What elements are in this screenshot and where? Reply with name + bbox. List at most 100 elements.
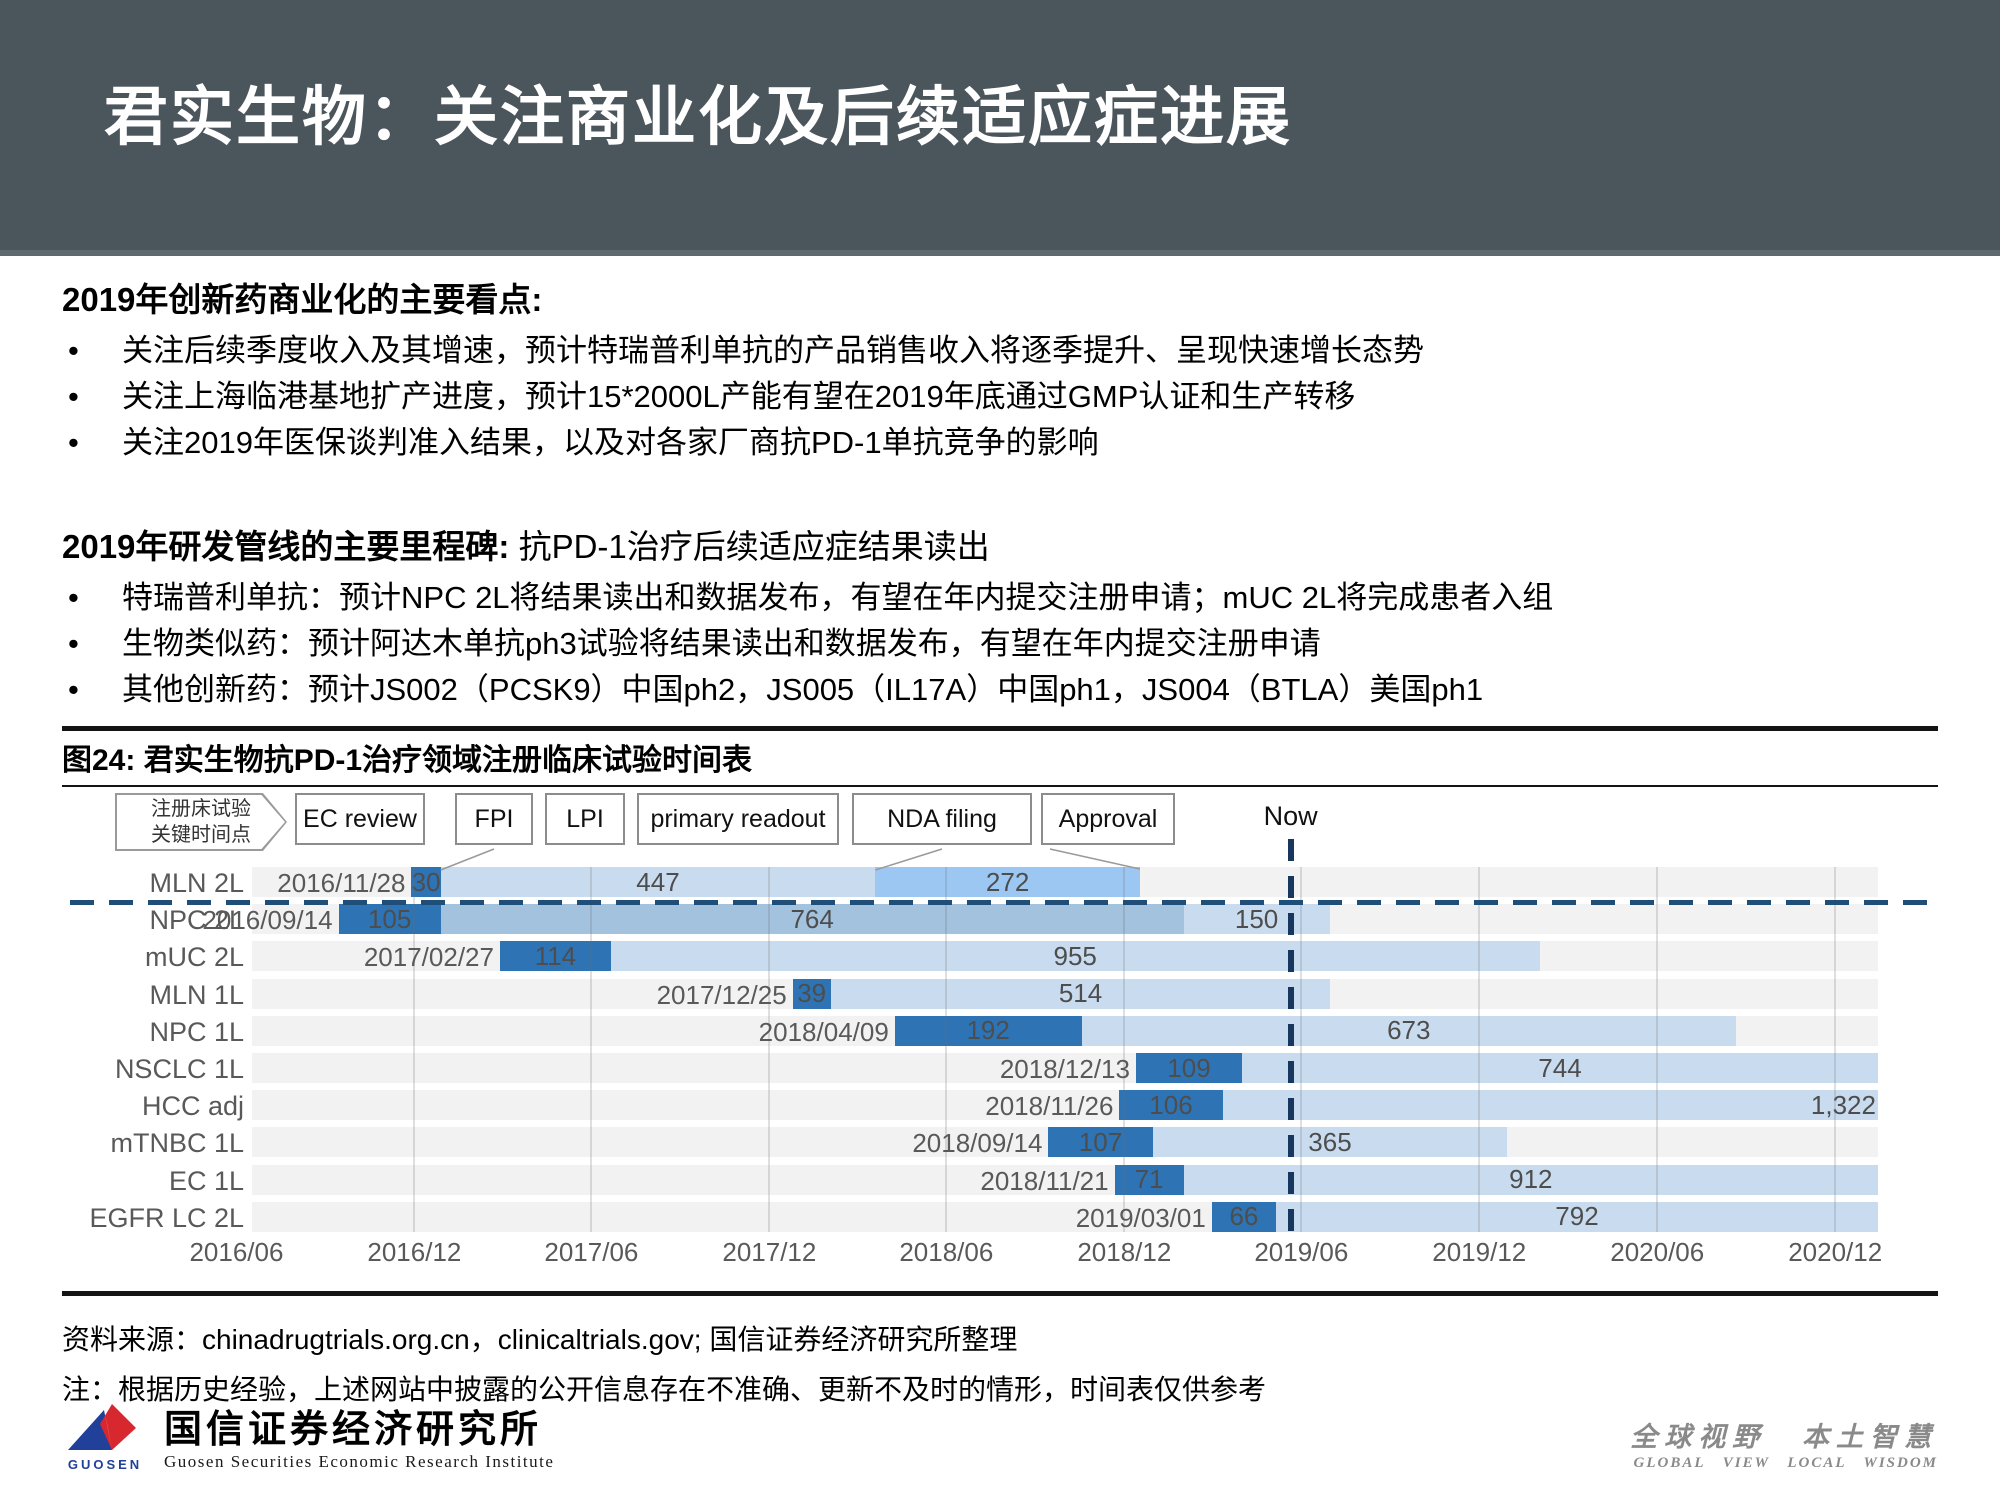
note-line: 注：根据历史经验，上述网站中披露的公开信息存在不准确、更新不及时的情形，时间表仅… bbox=[62, 1374, 1267, 1405]
divider-chart-bottom bbox=[62, 1291, 1938, 1296]
leader-line bbox=[1049, 848, 1141, 870]
section-heading: 2019年研发管线的主要里程碑: 抗PD-1治疗后续适应症结果读出 bbox=[62, 523, 1938, 571]
axis-tick-label: 2018/12 bbox=[1077, 1237, 1172, 1267]
axis-tick-label: 2019/12 bbox=[1432, 1237, 1527, 1267]
gridline bbox=[590, 867, 593, 1232]
row-label: MLN 1L bbox=[149, 979, 244, 1010]
slogan-en: GLOBAL VIEW LOCAL WISDOM bbox=[1633, 1455, 1938, 1471]
bar-segment-bright: 272 bbox=[875, 867, 1140, 897]
gridline bbox=[1834, 867, 1837, 1232]
row-start-date: 2018/09/14 bbox=[912, 1128, 1043, 1159]
bullet-item: 其他创新药：预计JS002（PCSK9）中国ph2，JS005（IL17A）中国… bbox=[62, 667, 1938, 712]
section-pipeline: 2019年研发管线的主要里程碑: 抗PD-1治疗后续适应症结果读出 特瑞普利单抗… bbox=[62, 523, 1938, 712]
legend-tag-line1: 注册床试验 bbox=[151, 798, 251, 820]
bullet-list: 特瑞普利单抗：预计NPC 2L将结果读出和数据发布，有望在年内提交注册申请；mU… bbox=[62, 575, 1938, 712]
row-label: HCC adj bbox=[141, 1091, 244, 1122]
source-line: 资料来源：chinadrugtrials.org.cn，clinicaltria… bbox=[62, 1324, 1018, 1355]
row-label: MLN 2L bbox=[149, 868, 244, 898]
bar-segment-pale: 792 bbox=[1276, 1201, 1878, 1232]
bar-segment-pale: 447 bbox=[440, 867, 876, 897]
gridline bbox=[1300, 867, 1303, 1232]
axis-tick-label: 2016/06 bbox=[189, 1237, 284, 1267]
bar-segment-dark: 105 bbox=[338, 904, 441, 935]
brand-names: 国信证券经济研究所 Guosen Securities Economic Res… bbox=[164, 1408, 554, 1472]
row-label: mTNBC 1L bbox=[110, 1128, 244, 1159]
gridline bbox=[413, 867, 416, 1232]
dashed-separator-line bbox=[70, 900, 1928, 905]
bullet-item: 关注上海临港基地扩产进度，预计15*2000L产能有望在2019年底通过GMP认… bbox=[62, 374, 1938, 419]
axis-tick-label: 2017/12 bbox=[722, 1237, 817, 1267]
divider-top bbox=[62, 726, 1938, 731]
bar-segment-dark: 71 bbox=[1114, 1164, 1184, 1195]
bullet-list: 关注后续季度收入及其增速，预计特瑞普利单抗的产品销售收入将逐季提升、呈现快速增长… bbox=[62, 328, 1938, 465]
bar-segment-pale: 365 bbox=[1152, 1127, 1508, 1158]
brand-logo-block: GUOSEN 国信证券经济研究所 Guosen Securities Econo… bbox=[62, 1402, 554, 1472]
gantt-chart: 注册床试验 关键时间点 EC review FPI LPI primary re… bbox=[62, 787, 1938, 1285]
brand-footer: GUOSEN 国信证券经济研究所 Guosen Securities Econo… bbox=[62, 1402, 1938, 1472]
row-start-date: 2019/03/01 bbox=[1075, 1202, 1206, 1233]
bar-segment-dark: 107 bbox=[1048, 1127, 1153, 1158]
legend-tag-line2: 关键时间点 bbox=[151, 824, 251, 846]
guosen-logo-shapes bbox=[68, 1404, 136, 1450]
now-label: Now bbox=[1263, 801, 1318, 831]
section-heading-normal: 抗PD-1治疗后续适应症结果读出 bbox=[518, 528, 990, 565]
figure-title: 图24: 君实生物抗PD-1治疗领域注册临床试验时间表 bbox=[62, 744, 753, 777]
row-start-date: 2018/11/26 bbox=[985, 1091, 1114, 1122]
bar-segment-dark: 66 bbox=[1211, 1201, 1277, 1232]
bar-segment-mid: 764 bbox=[440, 904, 1184, 935]
legend-lpi: LPI bbox=[545, 793, 625, 845]
now-line bbox=[1287, 839, 1294, 1233]
gridline bbox=[945, 867, 948, 1232]
bar-segment-dark: 30 bbox=[411, 866, 441, 897]
gridline bbox=[1478, 867, 1481, 1232]
legend-key-tag: 注册床试验 关键时间点 bbox=[115, 793, 287, 851]
row-label: mUC 2L bbox=[144, 942, 244, 973]
row-start-date: 2017/12/25 bbox=[656, 979, 787, 1010]
row-label: NPC 1L bbox=[149, 1016, 244, 1047]
brand-name-cn: 国信证券经济研究所 bbox=[164, 1409, 543, 1451]
axis-tick-label: 2017/06 bbox=[544, 1237, 639, 1267]
bar-segment-pale: 150 bbox=[1183, 904, 1330, 935]
row-start-date: 2016/09/14 bbox=[202, 905, 333, 936]
legend-nda-filing: NDA filing bbox=[852, 793, 1032, 845]
guosen-logo-word: GUOSEN bbox=[67, 1457, 143, 1472]
bar-segment-dark: 114 bbox=[499, 941, 611, 972]
legend-key-tag-text: 注册床试验 关键时间点 bbox=[117, 795, 285, 849]
slide-header: 君实生物：关注商业化及后续适应症进展 bbox=[0, 0, 2000, 256]
bar-segment-dark: 39 bbox=[792, 978, 831, 1009]
axis-tick-label: 2019/06 bbox=[1254, 1237, 1349, 1267]
bar-segment-pale: 955 bbox=[610, 941, 1540, 972]
bullet-item: 特瑞普利单抗：预计NPC 2L将结果读出和数据发布，有望在年内提交注册申请；mU… bbox=[62, 575, 1938, 620]
row-start-date: 2018/04/09 bbox=[758, 1016, 889, 1047]
section-heading: 2019年创新药商业化的主要看点: bbox=[62, 276, 1938, 324]
gridline bbox=[1656, 867, 1659, 1232]
row-label: NPC 2L bbox=[149, 905, 244, 936]
section-heading-bold: 2019年创新药商业化的主要看点: bbox=[62, 281, 543, 318]
bar-segment-pale: 514 bbox=[830, 978, 1331, 1009]
row-start-date: 2018/12/13 bbox=[999, 1054, 1130, 1084]
row-label: NSCLC 1L bbox=[114, 1054, 244, 1084]
bar-segment-pale: 744 bbox=[1241, 1053, 1878, 1083]
legend-fpi: FPI bbox=[455, 793, 533, 845]
section-heading-bold: 2019年研发管线的主要里程碑: bbox=[62, 528, 510, 565]
bullet-item: 关注2019年医保谈判准入结果，以及对各家厂商抗PD-1单抗竞争的影响 bbox=[62, 420, 1938, 465]
guosen-logo-icon: GUOSEN bbox=[62, 1402, 148, 1472]
axis-tick-label: 2016/12 bbox=[367, 1237, 462, 1267]
bullet-item: 生物类似药：预计阿达木单抗ph3试验将结果读出和数据发布，有望在年内提交注册申请 bbox=[62, 621, 1938, 666]
axis-tick-label: 2020/12 bbox=[1788, 1237, 1883, 1267]
bar-segment-dark: 106 bbox=[1119, 1090, 1223, 1121]
bullet-item: 关注后续季度收入及其增速，预计特瑞普利单抗的产品销售收入将逐季提升、呈现快速增长… bbox=[62, 328, 1938, 373]
brand-slogan: 全球视野 本土智慧 GLOBAL VIEW LOCAL WISDOM bbox=[1630, 1419, 1938, 1472]
gridline bbox=[1123, 867, 1126, 1232]
row-start-date: 2017/02/27 bbox=[363, 942, 494, 973]
section-heading-suffix bbox=[509, 528, 518, 565]
gridline bbox=[768, 867, 771, 1232]
legend-ec-review: EC review bbox=[295, 793, 425, 845]
bar-segment-dark: 192 bbox=[894, 1015, 1082, 1046]
axis-tick-label: 2018/06 bbox=[899, 1237, 994, 1267]
row-label: EGFR LC 2L bbox=[89, 1202, 244, 1233]
row-label: EC 1L bbox=[168, 1165, 244, 1196]
bar-segment-pale: 912 bbox=[1183, 1164, 1878, 1195]
slogan-cn: 全球视野 本土智慧 bbox=[1630, 1422, 1938, 1452]
